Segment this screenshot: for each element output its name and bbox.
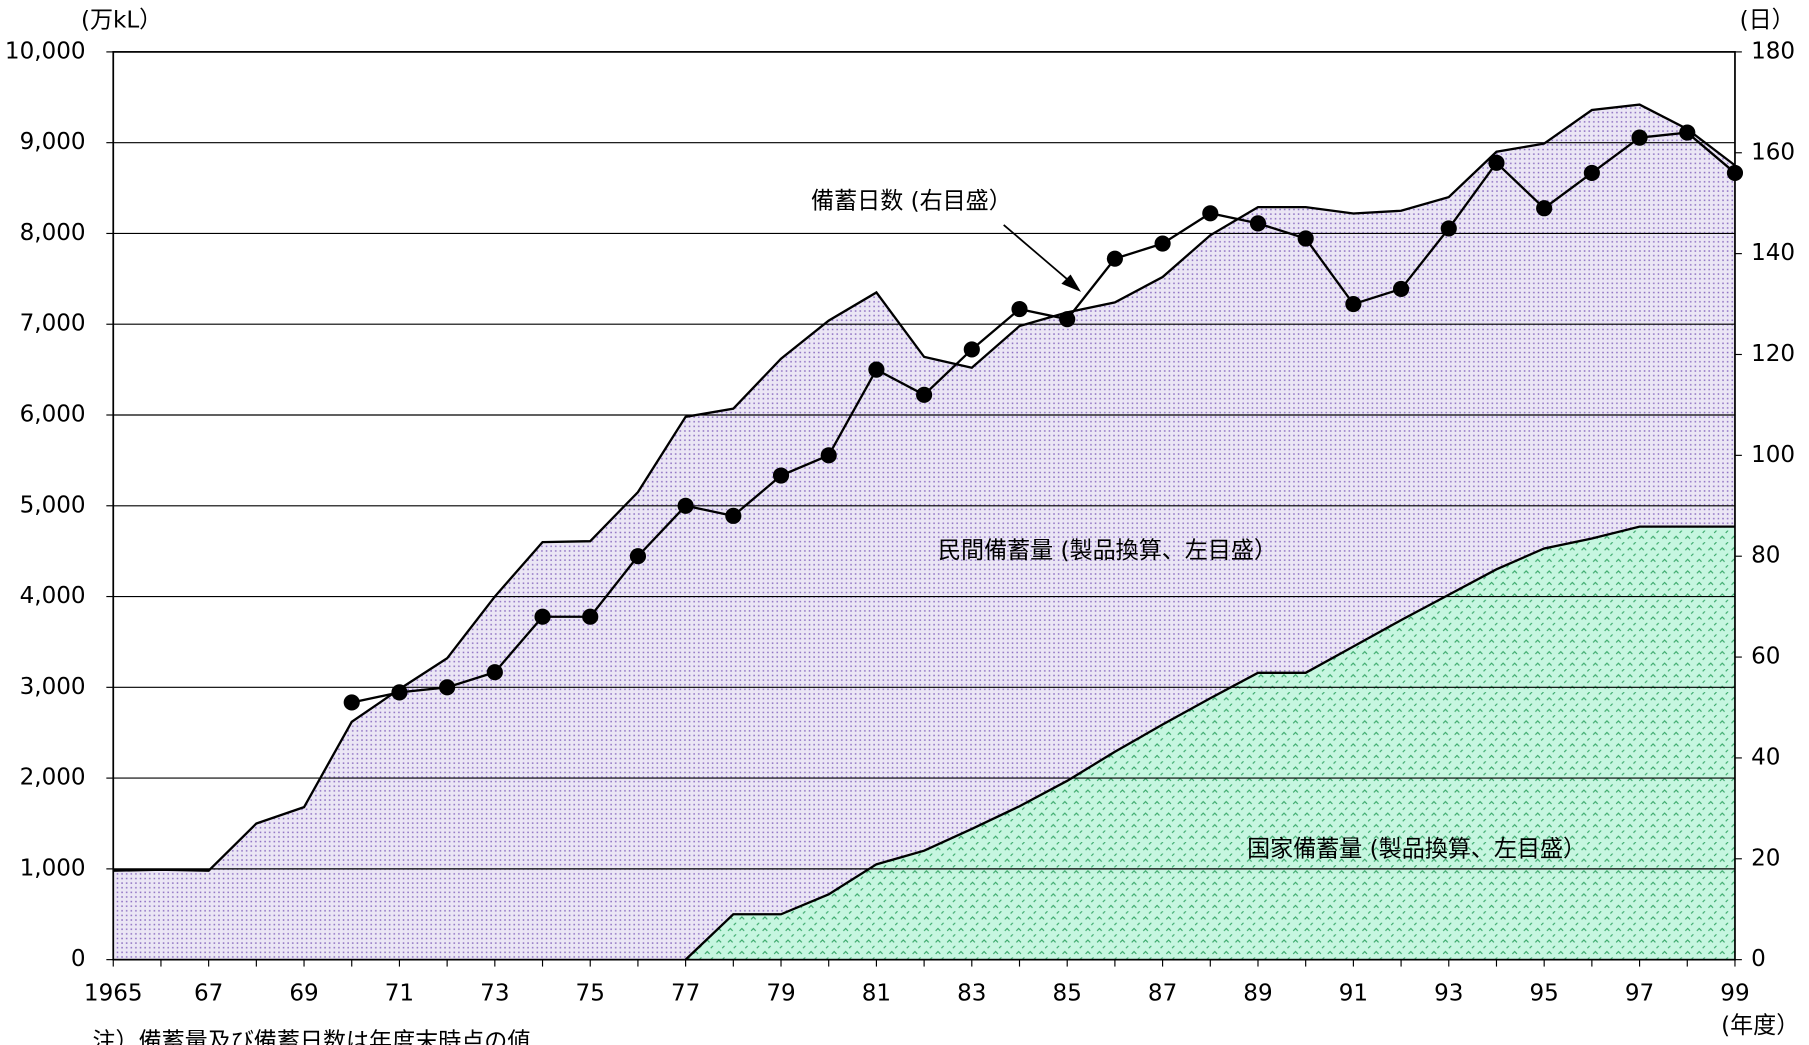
x-tick-label: 83 (957, 981, 986, 1007)
days-marker (1249, 215, 1267, 232)
y2-tick-label: 100 (1751, 442, 1795, 468)
x-tick-label: 95 (1530, 981, 1559, 1007)
y-tick-label: 10,000 (5, 38, 86, 64)
x-tick-label: 67 (194, 981, 223, 1007)
days-marker (1345, 295, 1362, 313)
annotation-arrow (1003, 224, 1081, 292)
y-tick-label: 9,000 (20, 129, 86, 155)
days-marker (1154, 235, 1171, 252)
days-marker (772, 467, 790, 484)
y2-tick-label: 0 (1751, 946, 1766, 972)
days-marker (391, 684, 408, 701)
days-marker (1393, 280, 1410, 297)
x-tick-label: 79 (766, 981, 795, 1007)
y2-unit-label: (日） (1740, 7, 1795, 33)
days-marker (629, 548, 646, 565)
plot-frame (112, 51, 1736, 961)
y-unit-label: (万kL） (81, 7, 162, 33)
y-tick-label: 8,000 (20, 220, 86, 246)
days-marker (916, 386, 933, 403)
y-tick-label: 3,000 (20, 674, 86, 700)
days-marker (820, 447, 837, 464)
x-tick-label: 69 (289, 981, 318, 1007)
x-tick-label: 73 (480, 981, 509, 1007)
days-marker (1726, 164, 1744, 182)
x-tick-label: 99 (1720, 981, 1749, 1007)
days-marker (677, 497, 694, 514)
y-tick-label: 7,000 (20, 311, 86, 337)
private-area (113, 104, 1735, 960)
x-unit-label: (年度） (1721, 1013, 1799, 1039)
y-tick-label: 2,000 (20, 765, 86, 791)
days-marker (1488, 154, 1505, 171)
x-tick-label: 97 (1625, 981, 1654, 1007)
days-marker (1631, 129, 1648, 146)
days-marker (439, 679, 456, 696)
days-marker (1011, 301, 1028, 318)
national-line (684, 525, 1735, 961)
days-marker (534, 608, 551, 625)
y2-tick-label: 20 (1751, 845, 1780, 871)
national-area (685, 526, 1735, 960)
x-tick-label: 77 (671, 981, 700, 1007)
y2-tick-label: 60 (1751, 644, 1780, 670)
y2-tick-label: 80 (1751, 543, 1780, 569)
series-label: 民間備蓄量 (製品換算、左目盛） (938, 538, 1277, 564)
private-line (113, 103, 1736, 872)
y2-tick-label: 160 (1751, 139, 1795, 165)
days-marker (1059, 311, 1076, 328)
y-tick-label: 0 (71, 946, 86, 972)
y-tick-label: 6,000 (20, 402, 86, 428)
days-marker (1536, 200, 1553, 217)
series-label: 国家備蓄量 (製品換算、左目盛） (1247, 837, 1586, 863)
series-label: 備蓄日数 (右目盛） (811, 188, 1012, 214)
y2-tick-label: 140 (1751, 240, 1795, 266)
y-tick-label: 5,000 (20, 492, 86, 518)
days-marker (1583, 164, 1600, 182)
y2-tick-label: 180 (1751, 38, 1795, 64)
areas (113, 104, 1735, 960)
y2-tick-label: 120 (1751, 341, 1795, 367)
days-marker (868, 361, 885, 378)
x-tick-label: 91 (1339, 981, 1368, 1007)
days-marker (963, 341, 980, 358)
days-marker (725, 507, 742, 524)
days-marker (1106, 250, 1123, 267)
y2-tick-label: 40 (1751, 744, 1780, 770)
days-marker (486, 664, 503, 681)
note: 注）備蓄量及び備蓄日数は年度末時点の値 (92, 1029, 530, 1045)
x-tick-label: 93 (1434, 981, 1463, 1007)
y-tick-label: 1,000 (20, 855, 86, 881)
x-tick-label: 87 (1148, 981, 1177, 1007)
days-marker (1679, 124, 1696, 141)
x-tick-label: 75 (576, 981, 605, 1007)
axes: 0 1,000 2,000 3,000 4,000 5,000 6,000 7,000 8,00… (5, 38, 1795, 1006)
lines (113, 103, 1744, 961)
x-tick-label: 81 (862, 981, 891, 1007)
y-tick-label: 4,000 (20, 583, 86, 609)
days-marker (343, 694, 360, 711)
x-tick-label: 71 (385, 981, 414, 1007)
days-marker (1297, 230, 1314, 247)
x-tick-label: 89 (1243, 981, 1272, 1007)
days-marker (582, 608, 599, 625)
x-tick-label: 85 (1053, 981, 1082, 1007)
x-tick-label: 1965 (84, 981, 143, 1007)
days-marker (1202, 205, 1219, 222)
days-marker (1440, 220, 1457, 237)
